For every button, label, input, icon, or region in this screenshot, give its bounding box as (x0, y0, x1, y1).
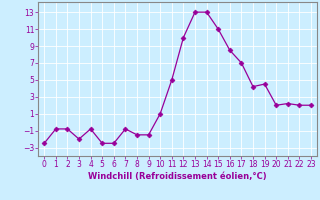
X-axis label: Windchill (Refroidissement éolien,°C): Windchill (Refroidissement éolien,°C) (88, 172, 267, 181)
